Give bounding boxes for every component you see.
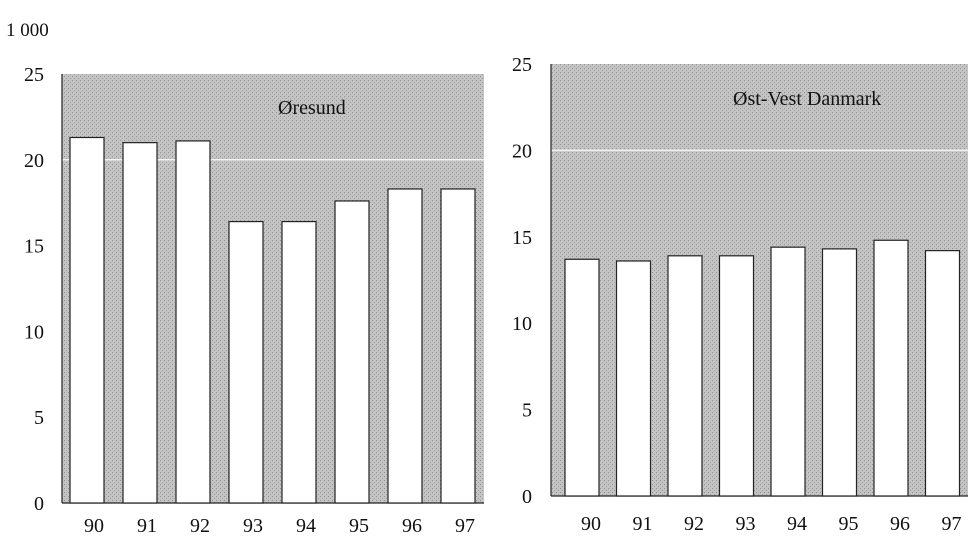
- bar: [770, 246, 806, 497]
- y-tick-label: 20: [512, 140, 532, 162]
- x-tick-label: 94: [787, 513, 807, 535]
- bar: [334, 200, 370, 504]
- bar: [175, 140, 211, 504]
- chart-title: Øst-Vest Danmark: [733, 88, 881, 110]
- bar: [281, 220, 317, 504]
- x-tick-label: 94: [296, 515, 316, 537]
- bar: [122, 142, 158, 504]
- y-tick-label: 25: [24, 64, 44, 86]
- bar: [440, 188, 476, 504]
- chart-panel-ost-vest-danmark: 0 5 10 15 20 25 90 91 92 93 94 95 96 97 Øst-Vest Danma…: [512, 54, 968, 535]
- bar: [387, 188, 423, 504]
- y-tick-label: 0: [522, 486, 532, 508]
- y-tick-label: 25: [512, 54, 532, 76]
- x-tick-label: 91: [137, 515, 157, 537]
- y-tick-label: 10: [24, 321, 44, 343]
- y-tick-label: 15: [24, 236, 44, 258]
- y-tick-label: 20: [24, 150, 44, 172]
- bar: [228, 220, 264, 504]
- bar: [718, 255, 755, 497]
- bar: [615, 260, 652, 497]
- y-tick-label: 10: [512, 313, 532, 335]
- x-tick-label: 96: [402, 515, 422, 537]
- x-tick-label: 92: [190, 515, 210, 537]
- x-tick-label: 93: [243, 515, 263, 537]
- x-tick-label: 91: [633, 513, 653, 535]
- x-tick-label: 93: [736, 513, 756, 535]
- bar: [873, 239, 909, 497]
- bar: [69, 136, 105, 504]
- bar: [667, 255, 703, 497]
- y-tick-label: 5: [34, 407, 44, 429]
- y-tick-label: 0: [34, 493, 44, 515]
- x-tick-label: 92: [684, 513, 704, 535]
- x-tick-label: 95: [349, 515, 369, 537]
- x-tick-label: 96: [890, 513, 910, 535]
- chart-panel-oresund: 0 5 10 15 20 25 90 91 92 93 94 95 96 97 Øresund: [24, 64, 484, 537]
- x-tick-label: 97: [942, 513, 962, 535]
- x-tick-label: 90: [84, 515, 104, 537]
- bar: [564, 258, 600, 497]
- y-axis-unit-label: 1 000: [6, 20, 49, 41]
- y-tick-label: 5: [522, 400, 532, 422]
- y-tick-label: 15: [512, 227, 532, 249]
- bar: [821, 248, 858, 497]
- bar: [924, 250, 961, 497]
- x-tick-label: 90: [581, 513, 601, 535]
- x-tick-label: 97: [455, 515, 475, 537]
- x-tick-label: 95: [839, 513, 859, 535]
- chart-title: Øresund: [278, 97, 346, 119]
